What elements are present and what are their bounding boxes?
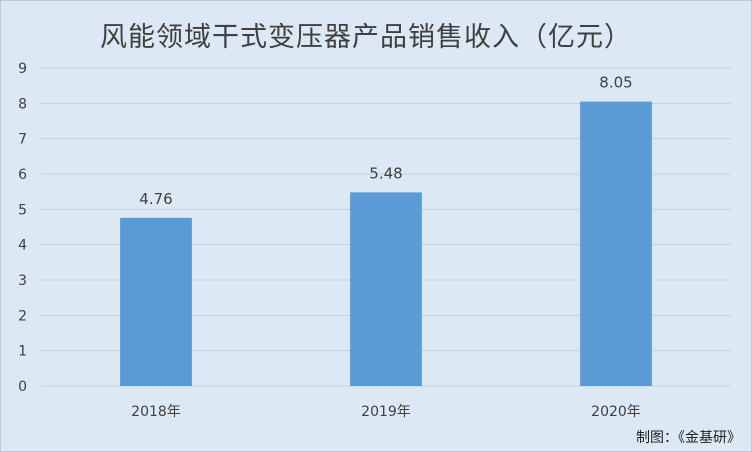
x-tick-label: 2018年 (131, 404, 181, 420)
chart-title: 风能领域干式变压器产品销售收入（亿元） (100, 22, 632, 53)
y-tick-label: 0 (18, 379, 27, 395)
data-label: 4.76 (139, 190, 172, 208)
data-label: 5.48 (369, 164, 402, 182)
credit-text: 制图：《金基研》 (636, 430, 741, 446)
bar (350, 192, 422, 386)
x-tick-label: 2020年 (591, 404, 641, 420)
x-tick-label: 2019年 (361, 404, 411, 420)
y-tick-label: 3 (18, 273, 27, 289)
y-tick-label: 5 (18, 202, 27, 218)
y-tick-label: 4 (18, 238, 27, 254)
y-tick-label: 2 (18, 308, 27, 324)
data-label: 8.05 (599, 74, 632, 92)
bar (120, 217, 192, 386)
y-tick-label: 8 (18, 96, 27, 112)
bar (580, 101, 652, 387)
y-tick-label: 1 (18, 344, 27, 360)
y-tick-label: 6 (18, 167, 27, 183)
y-tick-label: 7 (18, 132, 27, 148)
y-tick-label: 9 (18, 61, 27, 77)
